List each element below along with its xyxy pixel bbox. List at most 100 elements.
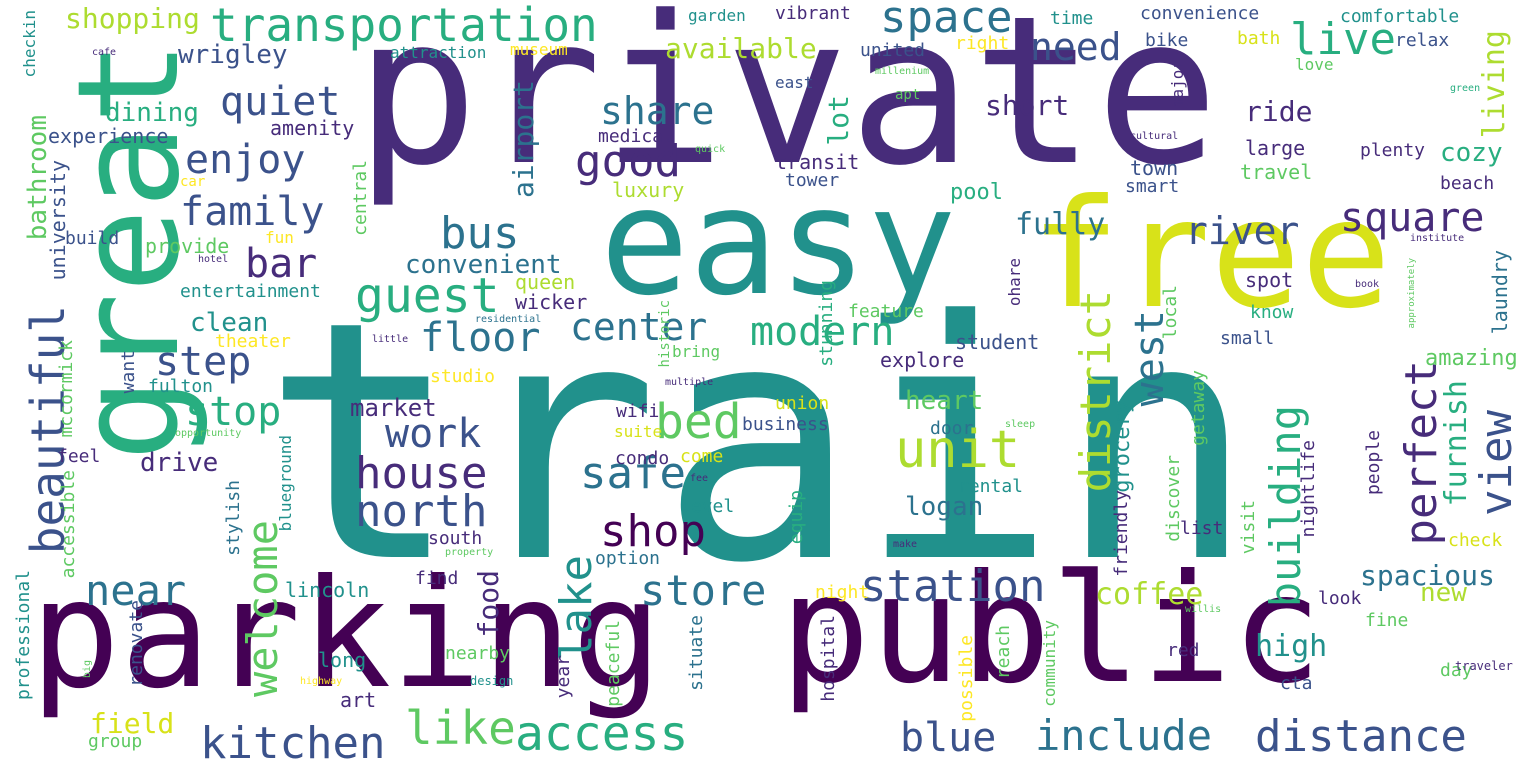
word-safe: safe bbox=[580, 448, 686, 499]
word-checkin: checkin bbox=[20, 10, 39, 78]
word-multiple: multiple bbox=[665, 377, 714, 388]
word-easy: easy bbox=[600, 156, 957, 328]
word-fine: fine bbox=[1365, 610, 1409, 631]
word-theater: theater bbox=[215, 331, 291, 352]
word-art: art bbox=[340, 688, 377, 712]
word-plenty: plenty bbox=[1360, 140, 1426, 161]
word-visit: visit bbox=[1238, 500, 1259, 555]
word-welcome: welcome bbox=[238, 520, 287, 698]
word-know: know bbox=[1250, 302, 1294, 323]
word-night: night bbox=[815, 582, 870, 603]
word-kitchen: kitchen bbox=[200, 718, 386, 769]
word-studio: studio bbox=[430, 366, 496, 387]
word-parking: parking bbox=[30, 548, 663, 722]
word-airport: airport bbox=[507, 80, 540, 199]
word-stylish: stylish bbox=[223, 480, 244, 556]
word-willis: willis bbox=[1185, 604, 1222, 615]
word-grocery: grocery bbox=[1110, 400, 1135, 493]
word-bed: bed bbox=[655, 394, 742, 450]
word-spot: spot bbox=[1245, 268, 1294, 292]
word-tower: tower bbox=[785, 170, 840, 191]
word-right: right bbox=[955, 33, 1010, 54]
word-book: book bbox=[1355, 279, 1380, 290]
word-green: green bbox=[1450, 83, 1481, 94]
word-option: option bbox=[595, 548, 661, 569]
word-traveler: traveler bbox=[1455, 659, 1513, 673]
word-possible: possible bbox=[956, 635, 977, 722]
word-day: day bbox=[1440, 660, 1473, 681]
word-feature: feature bbox=[848, 301, 924, 322]
word-good: good bbox=[575, 136, 681, 187]
word-center: center bbox=[570, 305, 708, 349]
word-design: design bbox=[470, 674, 514, 688]
word-near: near bbox=[85, 566, 187, 615]
word-garden: garden bbox=[688, 6, 746, 25]
word-enjoy: enjoy bbox=[185, 137, 306, 183]
word-stunning: stunning bbox=[816, 280, 837, 367]
word-living: living bbox=[1477, 30, 1512, 139]
word-local: local bbox=[1160, 285, 1181, 340]
word-logan: logan bbox=[905, 492, 984, 522]
word-high: high bbox=[1255, 629, 1328, 664]
word-wifi: wifi bbox=[616, 401, 660, 422]
word-make: make bbox=[893, 539, 918, 550]
word-bus: bus bbox=[440, 208, 520, 259]
word-shopping: shopping bbox=[65, 2, 200, 35]
word-nearby: nearby bbox=[445, 643, 511, 664]
word-short: short bbox=[985, 89, 1070, 122]
word-free: free bbox=[1030, 168, 1392, 342]
word-accessible: accessible bbox=[58, 470, 79, 579]
word-unit: unit bbox=[895, 420, 1021, 480]
word-check: check bbox=[1448, 530, 1503, 551]
word-fun: fun bbox=[265, 228, 294, 247]
word-live: live bbox=[1290, 14, 1396, 65]
word-spacious: spacious bbox=[1360, 559, 1495, 592]
word-major: major bbox=[1168, 60, 1187, 109]
word-like: like bbox=[405, 701, 516, 755]
word-need: need bbox=[1030, 25, 1122, 69]
word-look: look bbox=[1318, 588, 1362, 609]
word-medical: medical bbox=[598, 126, 674, 147]
word-mccormick: mccormick bbox=[56, 340, 77, 438]
word-build: build bbox=[65, 228, 120, 249]
word-want: want bbox=[118, 350, 139, 394]
word-united: united bbox=[860, 40, 926, 61]
word-list: list bbox=[1180, 518, 1224, 539]
word-nightlife: nightlife bbox=[1298, 440, 1319, 538]
word-feel: feel bbox=[57, 446, 101, 467]
word-entertainment: entertainment bbox=[180, 281, 321, 302]
word-drive: drive bbox=[140, 448, 219, 478]
word-big: big bbox=[82, 660, 93, 679]
word-red: red bbox=[1167, 640, 1200, 661]
word-quick: quick bbox=[695, 144, 726, 155]
word-distance: distance bbox=[1255, 711, 1467, 762]
word-property: property bbox=[445, 547, 494, 558]
word-provide: provide bbox=[145, 234, 230, 258]
word-equip: equip bbox=[786, 490, 807, 545]
word-lot: lot bbox=[822, 95, 855, 146]
word-pool: pool bbox=[950, 180, 1003, 205]
word-find: find bbox=[415, 568, 459, 589]
word-large: large bbox=[1245, 136, 1306, 160]
word-small: small bbox=[1220, 328, 1275, 349]
word-amazing: amazing bbox=[1425, 346, 1518, 371]
word-south: south bbox=[428, 528, 483, 549]
word-station: station bbox=[860, 561, 1046, 612]
word-beach: beach bbox=[1440, 173, 1495, 194]
word-transportation: transportation bbox=[210, 0, 598, 52]
word-house: house bbox=[355, 448, 488, 499]
word-square: square bbox=[1340, 195, 1485, 241]
word-museum: museum bbox=[510, 40, 568, 59]
word-heart: heart bbox=[905, 386, 984, 416]
word-little: little bbox=[372, 334, 409, 345]
word-lake: lake bbox=[551, 555, 602, 661]
word-professional: professional bbox=[13, 570, 34, 701]
word-floor: floor bbox=[420, 315, 541, 361]
word-private: private bbox=[355, 0, 1219, 211]
word-come: come bbox=[680, 446, 724, 467]
word-amenity: amenity bbox=[270, 116, 355, 140]
word-central: central bbox=[350, 160, 371, 236]
word-ohare: ohare bbox=[1005, 258, 1024, 307]
word-available: available bbox=[665, 32, 817, 65]
word-bring: bring bbox=[672, 342, 721, 361]
